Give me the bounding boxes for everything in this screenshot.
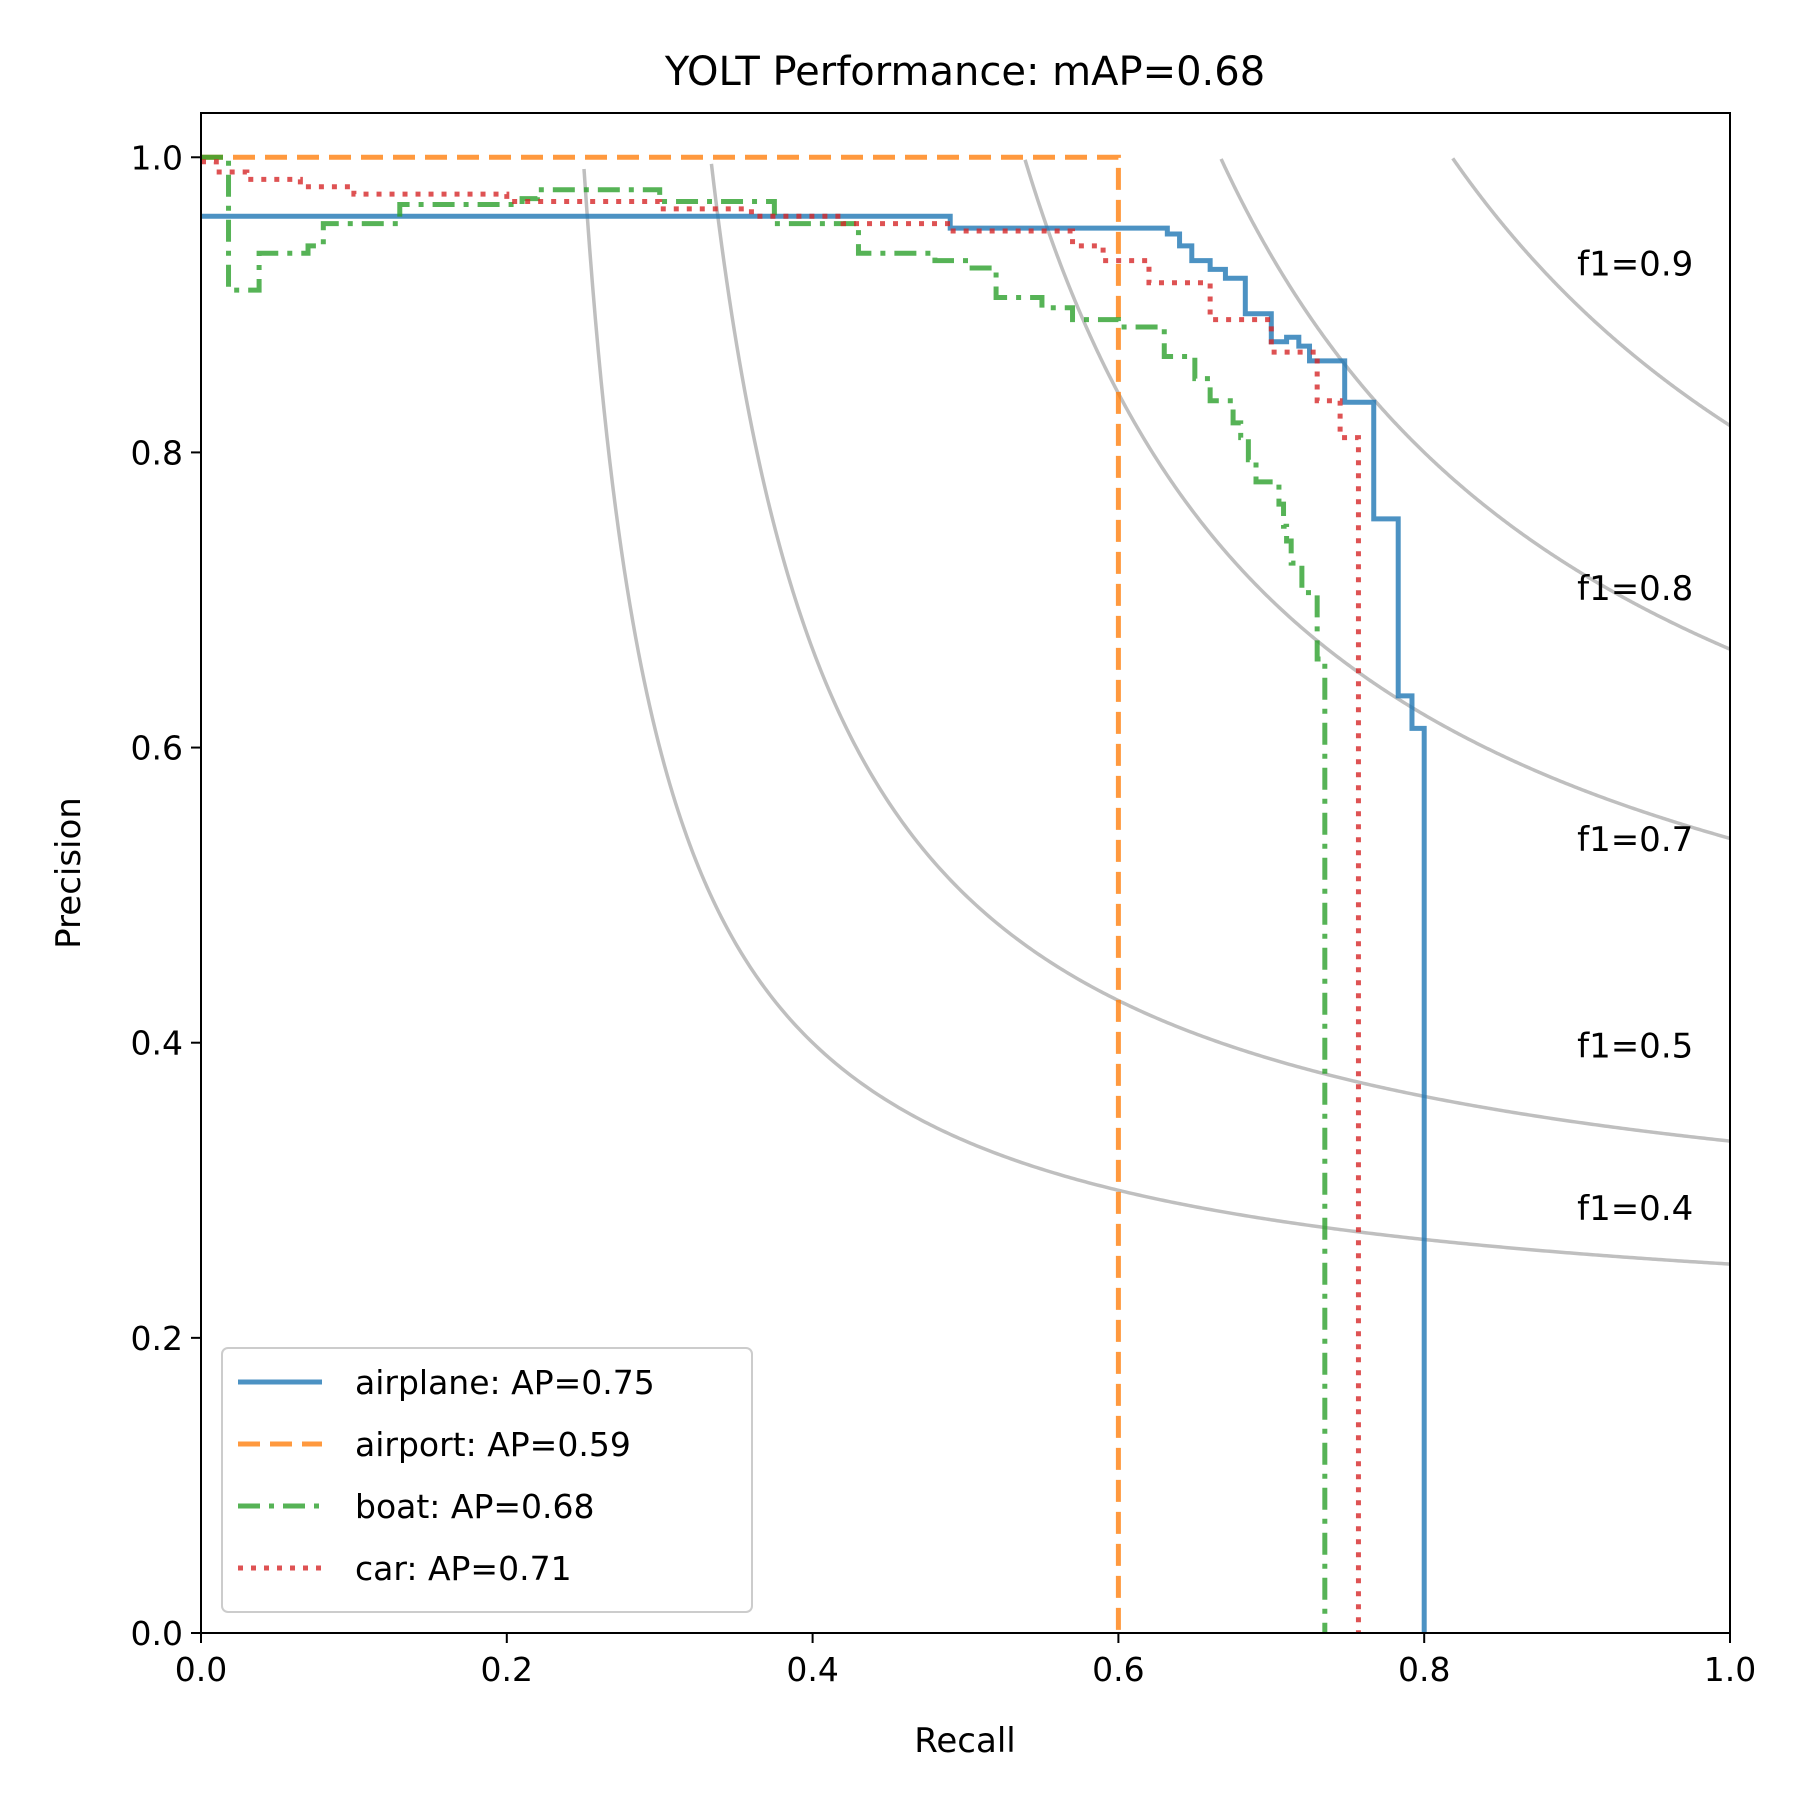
y-tick-label: 0.6	[131, 729, 183, 768]
series-line-3	[201, 154, 1328, 1633]
x-tick-label: 1.0	[1704, 1650, 1756, 1689]
y-tick-label: 0.2	[131, 1319, 183, 1358]
legend-label-1: airplane: AP=0.75	[355, 1363, 655, 1402]
iso-f1-label: f1=0.9	[1577, 244, 1693, 284]
y-tick-label: 0.4	[131, 1024, 183, 1063]
legend-label-2: airport: AP=0.59	[355, 1425, 631, 1464]
legend-box	[221, 1347, 753, 1613]
x-tick-label: 0.4	[786, 1650, 838, 1689]
y-tick-label: 0.8	[131, 433, 183, 472]
x-axis-label: Recall	[914, 1721, 1015, 1761]
x-axis-ticks: 0.0 0.2 0.4 0.6 0.8 1.0	[175, 1633, 1756, 1689]
iso-f1-curve	[1451, 157, 1730, 428]
y-axis-ticks: 0.0 0.2 0.4 0.6 0.8 1.0	[131, 138, 201, 1653]
series-line-2	[201, 154, 1121, 1633]
iso-f1-label: f1=0.8	[1577, 569, 1693, 609]
chart-title: YOLT Performance: mAP=0.68	[664, 49, 1265, 95]
iso-f1-label: f1=0.5	[1577, 1026, 1693, 1066]
iso-f1-label: f1=0.7	[1577, 820, 1693, 860]
x-tick-label: 0.8	[1398, 1650, 1450, 1689]
x-tick-label: 0.0	[175, 1650, 227, 1689]
iso-f1-labels: f1=0.4 f1=0.5 f1=0.7 f1=0.8 f1=0.9	[1577, 244, 1693, 1228]
x-tick-label: 0.2	[481, 1650, 533, 1689]
iso-f1-label: f1=0.4	[1577, 1189, 1693, 1229]
x-tick-label: 0.6	[1092, 1650, 1144, 1689]
iso-f1-curves	[582, 157, 1730, 1266]
iso-f1-curve	[582, 168, 1730, 1266]
iso-f1-curve	[1219, 158, 1730, 651]
iso-f1-curve	[709, 163, 1730, 1143]
iso-f1-curve	[1023, 159, 1730, 841]
y-axis-label: Precision	[49, 797, 89, 949]
series-line-4	[201, 159, 1361, 1633]
plot-frame	[200, 112, 1731, 1634]
y-tick-label: 1.0	[131, 138, 183, 177]
series-lines	[201, 154, 1427, 1633]
y-tick-label: 0.0	[131, 1614, 183, 1653]
legend: airplane: AP=0.75 airport: AP=0.59 boat: A…	[221, 1347, 753, 1613]
legend-label-3: boat: AP=0.68	[355, 1487, 595, 1526]
legend-label-4: car: AP=0.71	[355, 1549, 572, 1588]
